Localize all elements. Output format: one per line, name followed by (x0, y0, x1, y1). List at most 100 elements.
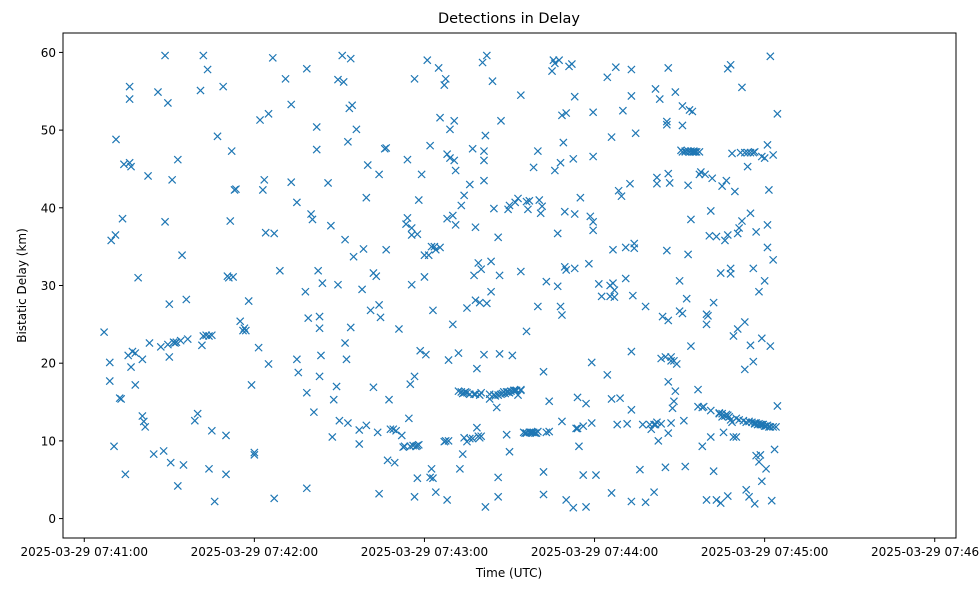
data-point (726, 60, 735, 69)
data-point (657, 419, 666, 428)
data-point (587, 418, 596, 428)
data-point (426, 473, 435, 482)
data-point (477, 265, 486, 274)
data-point (617, 192, 626, 201)
data-point (611, 63, 620, 72)
data-point (256, 115, 265, 125)
data-point (479, 350, 489, 359)
x-tick-label: 2025-03-29 07:46:00 (871, 545, 979, 559)
data-point (176, 336, 185, 345)
data-point (250, 450, 259, 459)
data-point (735, 223, 744, 233)
data-point (202, 331, 211, 340)
data-point (525, 196, 534, 205)
data-point (458, 450, 467, 459)
data-point (664, 169, 673, 178)
data-point (161, 217, 170, 226)
data-point (749, 357, 758, 366)
data-point (170, 338, 180, 348)
data-point (451, 166, 460, 175)
data-point (125, 82, 134, 91)
data-point (434, 63, 443, 72)
data-point (417, 170, 426, 179)
data-point (384, 395, 394, 404)
data-point (260, 175, 269, 184)
data-point (664, 316, 673, 325)
data-point (226, 216, 235, 226)
data-point (363, 161, 372, 170)
data-point (591, 471, 600, 480)
data-point (573, 424, 582, 433)
data-point (431, 488, 440, 497)
data-point (757, 477, 766, 486)
data-point (709, 467, 718, 476)
data-point (241, 326, 250, 335)
data-point (204, 331, 214, 341)
data-point (608, 245, 617, 254)
data-point (423, 56, 432, 65)
data-point (733, 229, 742, 238)
data-point (400, 442, 409, 451)
data-point (329, 395, 338, 404)
data-point (662, 117, 671, 126)
data-point (616, 394, 625, 403)
data-point (737, 83, 746, 92)
data-point (332, 382, 341, 391)
data-point (312, 145, 321, 154)
data-point (376, 313, 385, 322)
data-point (668, 404, 677, 413)
data-point (654, 436, 663, 445)
data-point (358, 285, 367, 294)
data-point (769, 422, 778, 431)
data-point (470, 271, 479, 280)
data-point (339, 77, 348, 86)
data-point (324, 178, 333, 187)
data-point (406, 442, 415, 451)
data-point (173, 155, 182, 164)
data-point (264, 359, 273, 368)
data-point (627, 405, 636, 414)
data-point (441, 74, 450, 83)
data-point (314, 266, 323, 275)
data-point (479, 147, 489, 156)
data-point (413, 474, 422, 483)
data-point (406, 380, 415, 389)
data-point (343, 418, 352, 428)
data-point (496, 116, 506, 125)
data-point (125, 95, 134, 104)
data-point (342, 355, 351, 364)
data-point (394, 324, 403, 334)
data-point (555, 56, 564, 65)
data-point (699, 402, 708, 411)
data-point (664, 377, 673, 386)
data-point (210, 497, 219, 506)
data-point (236, 317, 245, 326)
data-point (650, 488, 659, 497)
data-point (231, 185, 240, 194)
data-point (572, 424, 581, 433)
data-point (618, 106, 627, 115)
data-point (627, 91, 636, 100)
data-point (414, 440, 423, 449)
data-point (445, 125, 454, 134)
data-point (335, 416, 344, 425)
y-tick-label: 50 (41, 124, 56, 138)
data-point (695, 147, 704, 156)
data-point (754, 287, 763, 296)
data-point (119, 160, 128, 169)
data-point (607, 488, 616, 497)
data-point (362, 193, 371, 202)
data-point (529, 163, 538, 172)
data-point (754, 457, 763, 466)
data-point (302, 484, 311, 493)
data-point (375, 300, 384, 309)
data-point (607, 394, 616, 403)
data-point (444, 436, 453, 445)
data-point (706, 406, 715, 415)
data-point (495, 349, 504, 358)
data-point (718, 182, 727, 191)
data-point (505, 201, 514, 210)
data-point (494, 473, 503, 482)
data-point (474, 258, 483, 267)
data-point (121, 470, 130, 479)
